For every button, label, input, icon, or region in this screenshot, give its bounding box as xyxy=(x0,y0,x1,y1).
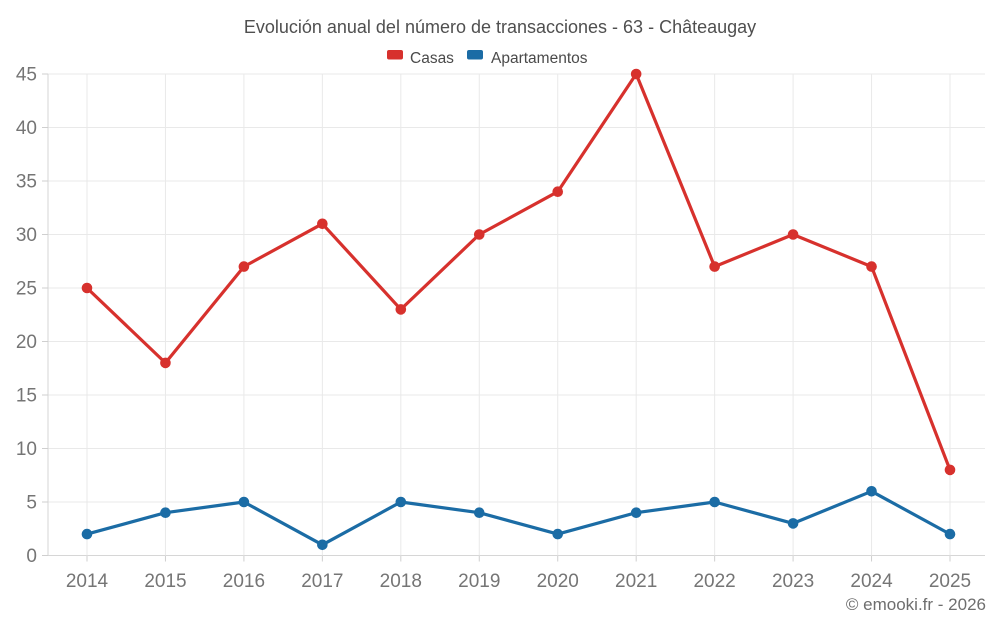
legend-swatch-casas xyxy=(387,50,403,60)
x-axis-label: 2019 xyxy=(458,571,500,592)
data-point-casas-2019[interactable] xyxy=(473,229,485,240)
data-point-casas-2018[interactable] xyxy=(395,304,407,315)
x-axis-label: 2014 xyxy=(66,571,109,592)
x-axis-label: 2015 xyxy=(144,571,186,592)
data-point-apartamentos-2016[interactable] xyxy=(238,496,250,508)
y-axis-label: 45 xyxy=(16,65,37,86)
y-axis-label: 5 xyxy=(26,493,37,514)
data-point-apartamentos-2015[interactable] xyxy=(160,507,171,518)
data-point-casas-2023[interactable] xyxy=(787,229,799,240)
y-axis-label: 20 xyxy=(16,332,37,353)
legend-label-casas: Casas xyxy=(410,50,454,67)
data-point-apartamentos-2022[interactable] xyxy=(709,496,720,508)
data-point-casas-2020[interactable] xyxy=(552,186,564,197)
data-point-apartamentos-2017[interactable] xyxy=(317,539,328,551)
x-axis-label: 2025 xyxy=(929,571,971,592)
data-point-casas-2022[interactable] xyxy=(709,261,720,272)
series-casas xyxy=(81,68,956,476)
y-axis-label: 35 xyxy=(16,172,37,193)
data-point-apartamentos-2023[interactable] xyxy=(787,518,799,529)
data-point-casas-2016[interactable] xyxy=(238,261,250,272)
legend-item-apartamentos[interactable]: Apartamentos xyxy=(467,50,588,67)
x-axis-label: 2023 xyxy=(772,571,814,592)
data-point-apartamentos-2014[interactable] xyxy=(81,528,93,540)
data-point-casas-2017[interactable] xyxy=(317,218,328,230)
data-point-casas-2021[interactable] xyxy=(630,68,642,80)
data-point-casas-2025[interactable] xyxy=(944,464,956,476)
legend: Casas Apartamentos xyxy=(387,50,588,67)
y-axis-label: 10 xyxy=(16,439,37,460)
x-axis-label: 2024 xyxy=(850,571,893,592)
x-axis-label: 2022 xyxy=(693,571,735,592)
y-axis-label: 15 xyxy=(16,386,37,407)
y-axis-label: 30 xyxy=(16,225,37,246)
data-point-apartamentos-2018[interactable] xyxy=(395,496,407,508)
series-line-casas xyxy=(85,72,952,472)
x-axis-label: 2018 xyxy=(380,571,422,592)
data-point-casas-2014[interactable] xyxy=(81,282,93,294)
data-point-apartamentos-2021[interactable] xyxy=(630,507,642,518)
data-point-casas-2024[interactable] xyxy=(866,261,877,272)
legend-label-apartamentos: Apartamentos xyxy=(491,50,588,67)
y-axis-label: 0 xyxy=(26,546,37,567)
data-point-casas-2015[interactable] xyxy=(160,357,171,369)
x-axis-label: 2021 xyxy=(615,571,657,592)
y-axis-labels: 0 5 10 15 20 25 30 35 40 45 xyxy=(16,65,37,568)
chart-title: Evolución anual del número de transaccio… xyxy=(244,17,756,37)
gridlines xyxy=(47,73,985,556)
copyright: © emooki.fr - 2026 xyxy=(846,595,986,614)
x-axis-label: 2017 xyxy=(301,571,343,592)
y-axis-label: 40 xyxy=(16,118,37,139)
legend-item-casas[interactable]: Casas xyxy=(387,50,454,67)
y-axis-label: 25 xyxy=(16,279,37,300)
series-line-apartamentos xyxy=(85,489,952,547)
x-axis-label: 2016 xyxy=(223,571,265,592)
series-apartamentos xyxy=(81,486,956,551)
data-point-apartamentos-2020[interactable] xyxy=(552,528,564,540)
data-point-apartamentos-2024[interactable] xyxy=(866,486,877,497)
x-axis-label: 2020 xyxy=(537,571,579,592)
data-point-apartamentos-2019[interactable] xyxy=(473,507,485,518)
data-point-apartamentos-2025[interactable] xyxy=(944,528,956,540)
legend-swatch-apartamentos xyxy=(467,50,483,60)
axis-ticks xyxy=(42,73,951,562)
x-axis-labels: 2014 2015 2016 2017 2018 2019 2020 2021 2022 2023… xyxy=(66,571,971,592)
